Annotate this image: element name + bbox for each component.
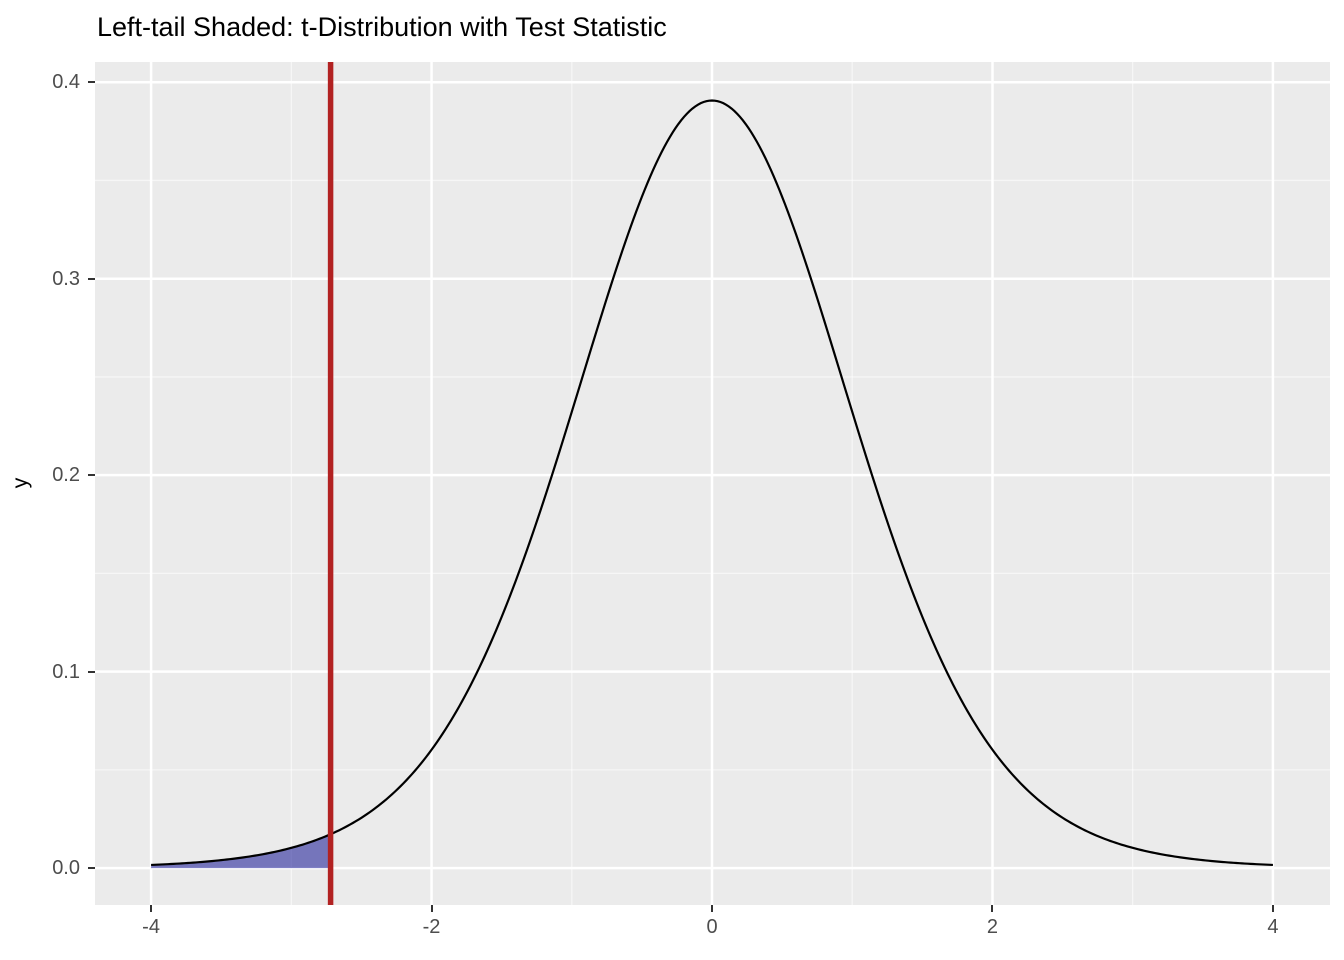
x-tick-mark — [1271, 905, 1274, 912]
plot-panel — [95, 62, 1330, 905]
x-tick-label: 0 — [706, 916, 718, 938]
y-tick-mark — [88, 867, 95, 870]
plot-svg — [95, 62, 1330, 905]
y-tick-label: 0.1 — [52, 660, 80, 683]
y-tick-mark — [88, 81, 95, 84]
x-tick-mark — [991, 905, 994, 912]
chart-title: Left-tail Shaded: t-Distribution with Te… — [97, 12, 667, 42]
x-tick-mark — [150, 905, 153, 912]
shaded-left-tail-area — [151, 834, 331, 869]
y-tick-mark — [88, 670, 95, 673]
y-tick-label: 0.4 — [52, 71, 80, 94]
y-tick-mark — [88, 277, 95, 280]
x-tick-mark — [430, 905, 433, 912]
x-tick-label: 2 — [986, 916, 999, 938]
x-tick-label: 4 — [1267, 916, 1279, 938]
x-tick-mark — [711, 905, 713, 912]
x-tick-label: -2 — [422, 916, 441, 938]
y-tick-mark — [88, 474, 95, 477]
y-tick-label: 0.0 — [52, 857, 80, 880]
y-tick-label: 0.2 — [52, 464, 80, 487]
y-tick-label: 0.3 — [52, 267, 80, 290]
t-density-curve — [151, 99, 1273, 867]
x-tick-label: -4 — [142, 916, 160, 938]
